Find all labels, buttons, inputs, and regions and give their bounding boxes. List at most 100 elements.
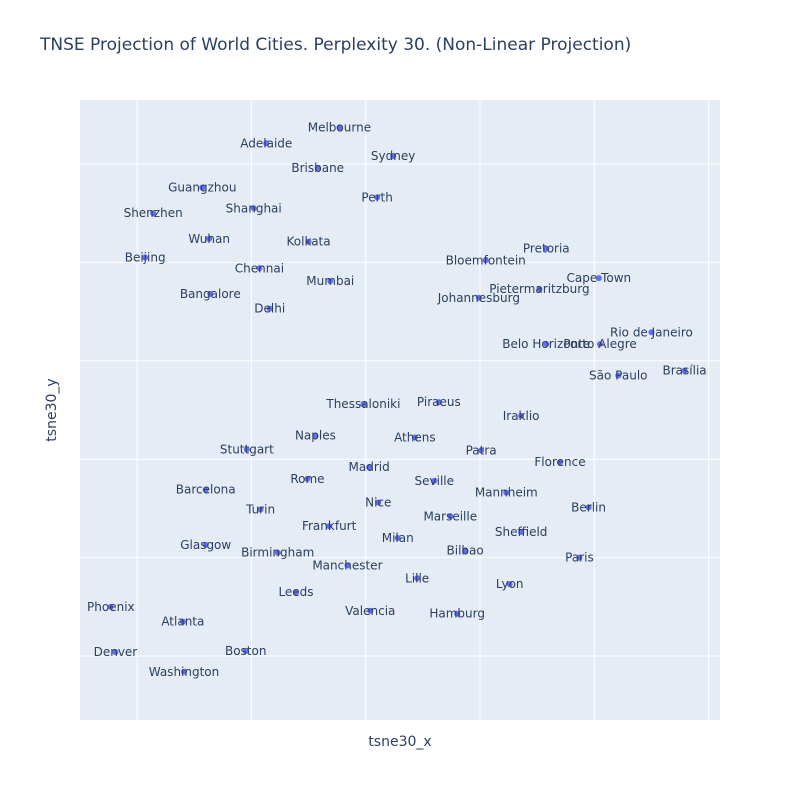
x-axis-title: tsne30_x bbox=[368, 734, 431, 750]
data-point[interactable] bbox=[536, 285, 543, 292]
point-label: Athens bbox=[394, 431, 436, 445]
point-label: Perth bbox=[361, 190, 392, 204]
point-label: Leeds bbox=[278, 585, 313, 599]
point-label: Brisbane bbox=[291, 161, 344, 175]
data-point[interactable] bbox=[576, 554, 583, 561]
data-point[interactable] bbox=[327, 278, 334, 285]
point-label: Phoenix bbox=[87, 600, 135, 614]
data-point[interactable] bbox=[243, 446, 250, 453]
data-point[interactable] bbox=[206, 235, 213, 242]
point-label: Boston bbox=[225, 644, 266, 658]
data-point[interactable] bbox=[543, 341, 550, 348]
data-point[interactable] bbox=[595, 275, 602, 282]
data-point[interactable] bbox=[506, 581, 513, 588]
point-label: Guangzhou bbox=[168, 181, 236, 195]
data-point[interactable] bbox=[266, 305, 273, 312]
data-point[interactable] bbox=[202, 541, 209, 548]
data-point[interactable] bbox=[447, 513, 454, 520]
point-label: Hamburg bbox=[429, 607, 485, 621]
point-label: Berlin bbox=[571, 500, 606, 514]
data-point[interactable] bbox=[518, 529, 525, 536]
data-point[interactable] bbox=[112, 649, 119, 656]
data-point[interactable] bbox=[597, 341, 603, 348]
point-label: Nice bbox=[365, 496, 391, 510]
data-point[interactable] bbox=[431, 477, 438, 484]
point-label: Mannheim bbox=[475, 486, 538, 500]
data-point[interactable] bbox=[274, 549, 281, 556]
plot-background bbox=[80, 100, 720, 720]
data-point[interactable] bbox=[390, 153, 397, 160]
point-label: São Paulo bbox=[589, 369, 647, 383]
data-point[interactable] bbox=[503, 489, 510, 496]
data-point[interactable] bbox=[312, 432, 319, 439]
point-label: Paris bbox=[565, 551, 594, 565]
point-label: Marseille bbox=[423, 509, 477, 523]
data-point[interactable] bbox=[344, 562, 351, 569]
point-label: Adelaide bbox=[240, 136, 292, 150]
data-point[interactable] bbox=[314, 164, 321, 171]
point-label: Melbourne bbox=[308, 121, 371, 135]
point-label: Thessaloniki bbox=[325, 397, 400, 411]
point-label: Manchester bbox=[312, 558, 382, 572]
point-label: Bloemfontein bbox=[446, 253, 526, 267]
data-point[interactable] bbox=[263, 140, 270, 147]
data-point[interactable] bbox=[257, 506, 264, 513]
data-point[interactable] bbox=[475, 294, 482, 301]
data-point[interactable] bbox=[181, 668, 187, 675]
data-point[interactable] bbox=[202, 486, 209, 493]
data-point[interactable] bbox=[304, 475, 311, 482]
data-point[interactable] bbox=[374, 194, 381, 201]
data-point[interactable] bbox=[336, 124, 343, 131]
data-point[interactable] bbox=[414, 575, 421, 582]
point-label: Kolkata bbox=[287, 235, 331, 249]
data-point[interactable] bbox=[305, 238, 312, 245]
data-point[interactable] bbox=[375, 499, 382, 506]
grid-lines bbox=[80, 100, 720, 720]
point-label: Johannesburg bbox=[437, 291, 520, 305]
data-point[interactable] bbox=[478, 447, 485, 454]
data-point[interactable] bbox=[199, 184, 206, 191]
data-point[interactable] bbox=[615, 372, 622, 379]
data-point[interactable] bbox=[242, 648, 249, 655]
point-label: Sydney bbox=[371, 149, 415, 163]
data-point[interactable] bbox=[367, 607, 374, 614]
data-point[interactable] bbox=[366, 464, 373, 471]
data-point[interactable] bbox=[360, 401, 367, 408]
point-label: Shanghai bbox=[226, 201, 282, 215]
point-label: Shenzhen bbox=[124, 206, 183, 220]
data-point[interactable] bbox=[394, 534, 401, 541]
data-point[interactable] bbox=[150, 210, 157, 217]
point-label: Pietermaritzburg bbox=[489, 282, 589, 296]
point-label: Birmingham bbox=[241, 546, 314, 560]
data-point[interactable] bbox=[557, 459, 563, 466]
data-point[interactable] bbox=[482, 257, 489, 264]
point-label: Beijing bbox=[125, 250, 166, 264]
data-point[interactable] bbox=[585, 504, 592, 511]
data-point[interactable] bbox=[326, 523, 333, 530]
data-point[interactable] bbox=[454, 610, 461, 617]
y-axis-title: tsne30_y bbox=[44, 378, 60, 441]
point-label: Cape Town bbox=[567, 271, 632, 285]
data-point[interactable] bbox=[250, 205, 257, 212]
data-point[interactable] bbox=[435, 399, 442, 406]
point-label: Pretoria bbox=[523, 242, 570, 256]
data-point[interactable] bbox=[293, 589, 299, 596]
data-point[interactable] bbox=[256, 265, 263, 272]
point-label: Valencia bbox=[345, 604, 395, 618]
point-label: Wuhan bbox=[188, 232, 230, 246]
data-point[interactable] bbox=[543, 245, 550, 252]
point-label: Bangalore bbox=[180, 287, 241, 301]
point-label: Florence bbox=[534, 455, 585, 469]
data-point[interactable] bbox=[142, 254, 149, 261]
point-label: Turin bbox=[245, 502, 275, 516]
data-point[interactable] bbox=[411, 434, 418, 441]
data-point[interactable] bbox=[462, 547, 469, 554]
data-point[interactable] bbox=[207, 290, 214, 297]
data-point[interactable] bbox=[107, 603, 114, 610]
point-label: Lyon bbox=[496, 577, 524, 591]
data-point[interactable] bbox=[518, 412, 525, 419]
data-point[interactable] bbox=[648, 329, 655, 336]
data-point[interactable] bbox=[179, 618, 186, 625]
data-point[interactable] bbox=[681, 367, 688, 374]
point-label: Chennai bbox=[235, 261, 284, 275]
